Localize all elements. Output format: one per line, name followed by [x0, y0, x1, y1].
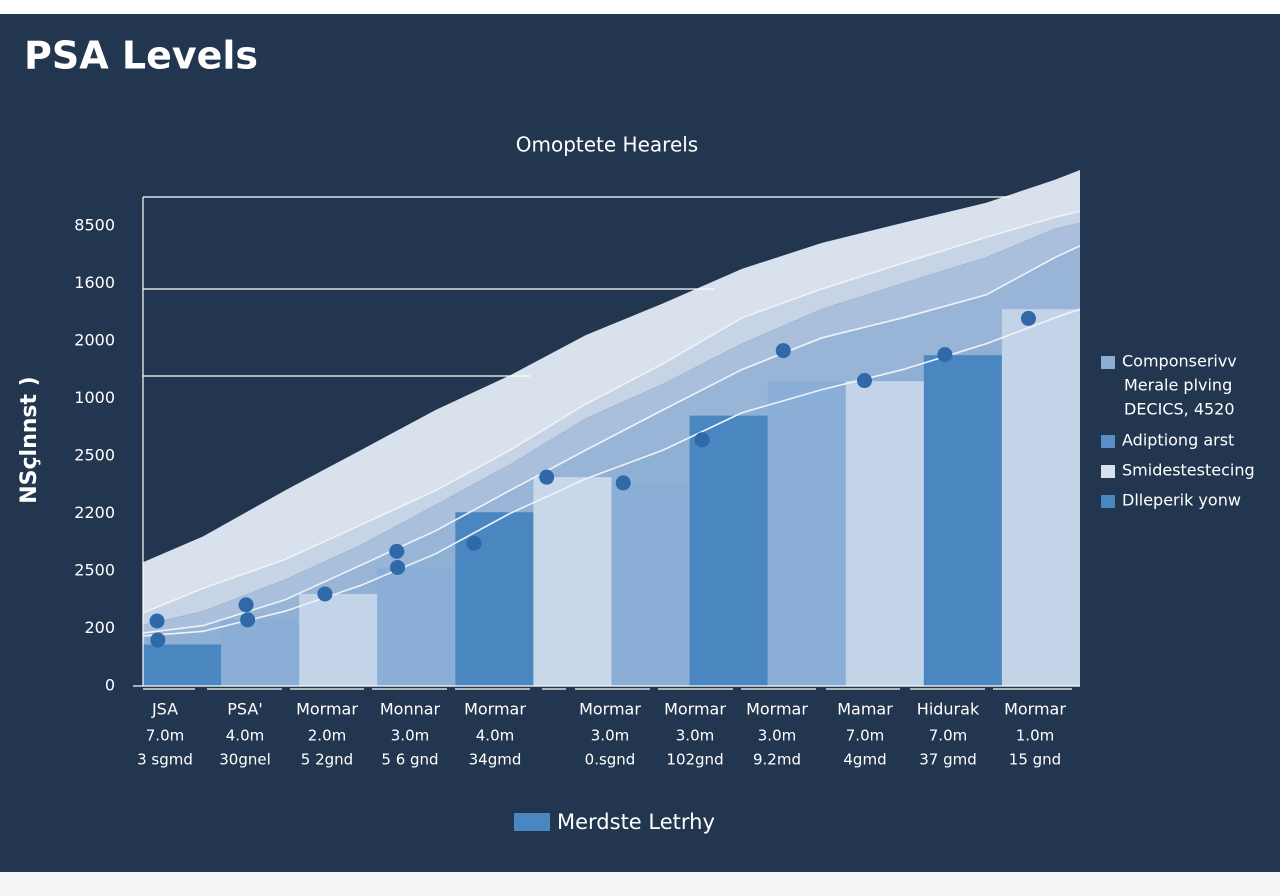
x-sublabel: 15 gnd — [1009, 751, 1061, 769]
band-line — [142, 245, 1081, 634]
data-point — [389, 543, 405, 559]
x-sublabel: 7.0m — [146, 727, 184, 745]
x-sublabel: 37 gmd — [919, 751, 977, 769]
x-tick-label: Mormar — [296, 700, 358, 719]
x-sublabel: 0.sgnd — [585, 751, 636, 769]
y-tick-label: 8500 — [74, 215, 115, 234]
y-tick-label: 2000 — [74, 330, 115, 349]
x-sublabel: 102gnd — [666, 751, 723, 769]
legend-label: Dlleperik yonw — [1122, 491, 1241, 510]
y-tick-label: 1000 — [74, 388, 115, 407]
bar — [377, 567, 456, 686]
bar — [1001, 309, 1080, 686]
y-tick-label: 0 — [105, 676, 115, 695]
x-sublabel: 4.0m — [226, 727, 264, 745]
legend-swatch — [1101, 356, 1115, 369]
legend-label: Smidestestecing — [1122, 461, 1255, 480]
data-point — [149, 613, 165, 629]
x-sublabel: 3.0m — [391, 727, 429, 745]
bar — [767, 381, 846, 686]
legend-label: DECICS, 4520 — [1124, 400, 1235, 419]
data-point — [694, 432, 710, 448]
x-tick-label: Hidurak — [917, 700, 980, 719]
data-point — [1020, 310, 1036, 326]
x-tick-label: Mormar — [464, 700, 526, 719]
legend-label: Adiptiong arst — [1122, 431, 1234, 450]
x-tick-label: JSA — [151, 700, 178, 719]
x-tick-label: Mormar — [579, 700, 641, 719]
x-tick-label: Monnar — [380, 700, 441, 719]
data-point — [240, 612, 256, 628]
x-tick-label: Mamar — [837, 700, 893, 719]
plot-area — [142, 169, 1081, 686]
bar — [455, 512, 534, 686]
y-tick-label: 200 — [84, 618, 115, 637]
x-sublabel: 3 sgmd — [137, 751, 193, 769]
area-band — [143, 222, 1080, 634]
data-point — [937, 347, 953, 363]
legend-label: Componserivv — [1122, 352, 1237, 371]
x-sublabel: 3.0m — [676, 727, 714, 745]
x-tick-label: Mormar — [664, 700, 726, 719]
bar — [689, 415, 768, 686]
y-tick-label: 2500 — [74, 445, 115, 464]
page-title: PSA Levels — [24, 34, 258, 78]
data-point — [856, 373, 872, 389]
data-point — [466, 535, 482, 551]
area-band — [143, 245, 1080, 636]
y-tick-label: 1600 — [74, 273, 115, 292]
x-sublabel: 4.0m — [476, 727, 514, 745]
band-line — [142, 210, 1081, 614]
legend-swatch — [1101, 435, 1115, 448]
y-tick-label: 2200 — [74, 503, 115, 522]
data-point — [150, 632, 166, 648]
x-sublabel: 7.0m — [846, 727, 884, 745]
bar — [533, 477, 612, 686]
bar — [845, 381, 924, 686]
x-sublabel: 9.2md — [753, 751, 801, 769]
x-sublabel: 3.0m — [591, 727, 629, 745]
chart-subtitle: Omoptete Hearels — [516, 133, 698, 157]
x-sublabel: 34gmd — [469, 751, 522, 769]
y-tick-label: 2500 — [74, 560, 115, 579]
x-sublabel: 30gnel — [219, 751, 271, 769]
bar — [221, 619, 300, 686]
data-point — [539, 469, 555, 485]
y-axis-title: NSçlnnst ) — [17, 376, 42, 504]
data-point — [238, 597, 254, 613]
frame-lines — [133, 196, 1080, 687]
bar — [923, 355, 1002, 686]
x-tick-label: Mormar — [1004, 700, 1066, 719]
x-sublabel: 4gmd — [843, 751, 886, 769]
area-band — [143, 211, 1080, 626]
legend-label: Merale plving — [1124, 376, 1232, 395]
bar — [299, 593, 378, 686]
x-tick-label: Mormar — [746, 700, 808, 719]
x-sublabel: 2.0m — [308, 727, 346, 745]
legend-swatch — [1101, 465, 1115, 478]
x-sublabel: 5 2gnd — [301, 751, 353, 769]
legend-label: Merdste Letrhy — [557, 810, 715, 834]
x-tick-label: PSA' — [227, 700, 262, 719]
legend-swatch — [514, 813, 550, 831]
x-sublabel: 1.0m — [1016, 727, 1054, 745]
data-point — [390, 559, 406, 575]
data-point — [775, 343, 791, 359]
x-sublabel: 3.0m — [758, 727, 796, 745]
band-line — [142, 308, 1081, 637]
bar — [611, 482, 690, 686]
bottom-strip — [0, 872, 1280, 896]
data-point — [317, 586, 333, 602]
data-point — [615, 475, 631, 491]
x-sublabel: 5 6 gnd — [381, 751, 438, 769]
legend-swatch — [1101, 495, 1115, 508]
x-sublabel: 7.0m — [929, 727, 967, 745]
bar — [143, 644, 222, 686]
